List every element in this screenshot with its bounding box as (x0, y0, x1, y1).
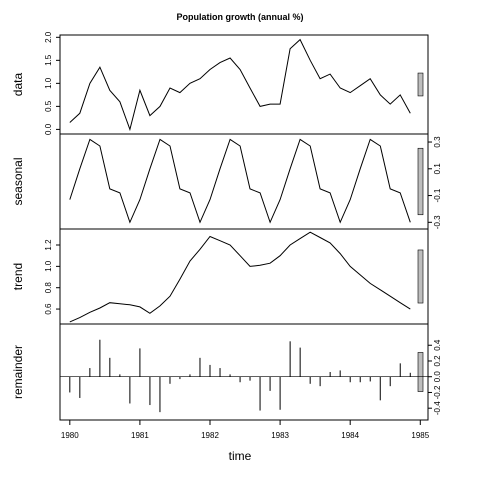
y-tick-label: -0.1 (433, 188, 442, 202)
y-tick-label: 1.5 (44, 54, 53, 66)
x-tick-label: 1982 (201, 431, 219, 440)
y-tick-label: 0.5 (44, 100, 53, 112)
x-axis-label: time (229, 449, 252, 463)
panel-frame (59, 34, 429, 135)
x-tick-label: 1984 (341, 431, 359, 440)
range-bar (417, 352, 424, 392)
x-tick-label: 1985 (411, 431, 429, 440)
y-tick-label: 0.1 (433, 163, 442, 175)
y-tick-label: 0.6 (44, 303, 53, 315)
y-tick-label: 0.0 (44, 123, 53, 135)
x-tick-label: 1983 (271, 431, 289, 440)
range-bar (417, 249, 424, 304)
series-line (69, 138, 411, 224)
range-bar (417, 72, 424, 97)
panel-frame (59, 323, 429, 421)
y-tick-label: 1.0 (44, 77, 53, 89)
y-axis-label: remainder (11, 345, 25, 399)
y-tick-label: -0.3 (433, 215, 442, 229)
series-line (69, 231, 411, 323)
series-line (69, 38, 411, 132)
y-axis-label: trend (11, 263, 25, 290)
y-axis-label: data (11, 72, 25, 96)
x-tick-label: 1981 (131, 431, 149, 440)
y-tick-label: 0.2 (433, 355, 442, 367)
y-tick-label: 1.2 (44, 239, 53, 251)
panel-frame (59, 228, 429, 325)
x-tick-label: 1980 (61, 431, 79, 440)
y-axis-label: seasonal (11, 157, 25, 205)
y-tick-label: 2.0 (44, 31, 53, 43)
y-tick-label: 0.4 (433, 339, 442, 351)
chart-title: Population growth (annual %) (177, 12, 304, 22)
range-bar (417, 147, 424, 216)
y-tick-label: 1.0 (44, 260, 53, 272)
y-tick-label: -0.4 (433, 401, 442, 415)
y-tick-label: 0.8 (44, 282, 53, 294)
y-tick-label: -0.2 (433, 385, 442, 399)
y-tick-label: 0.0 (433, 371, 442, 383)
panel-frame (59, 133, 429, 230)
y-tick-label: 0.3 (433, 136, 442, 148)
